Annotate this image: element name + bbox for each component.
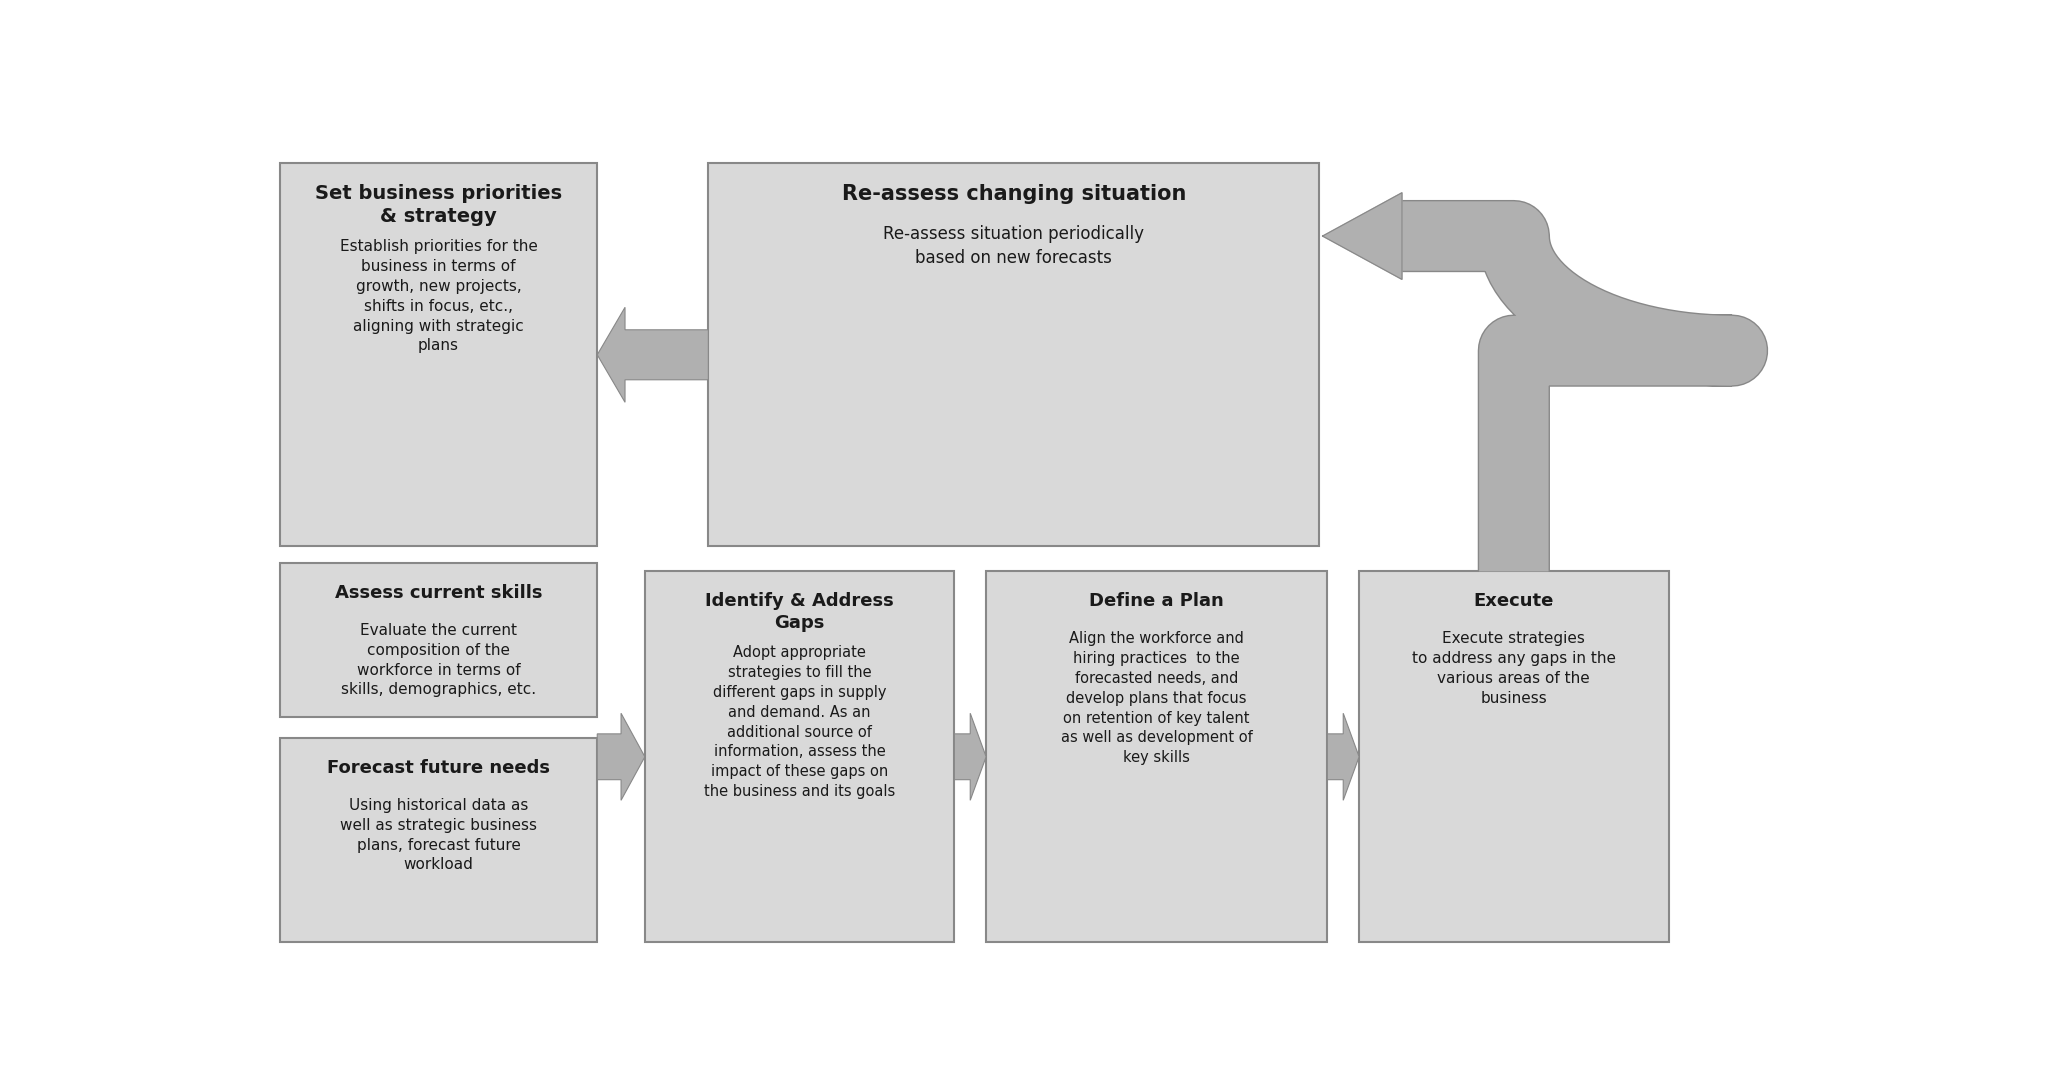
FancyArrow shape: [1327, 713, 1360, 801]
Text: Identify & Address
Gaps: Identify & Address Gaps: [705, 592, 895, 633]
Text: Forecast future needs: Forecast future needs: [328, 758, 551, 777]
FancyBboxPatch shape: [281, 163, 598, 546]
Text: Execute: Execute: [1475, 592, 1554, 610]
Text: Using historical data as
well as strategic business
plans, forecast future
workl: Using historical data as well as strateg…: [340, 797, 537, 872]
Text: Re-assess situation periodically
based on new forecasts: Re-assess situation periodically based o…: [883, 225, 1145, 267]
FancyBboxPatch shape: [987, 571, 1327, 942]
Text: Align the workforce and
hiring practices  to the
forecasted needs, and
develop p: Align the workforce and hiring practices…: [1061, 631, 1253, 765]
FancyBboxPatch shape: [281, 563, 598, 717]
Polygon shape: [1395, 214, 1409, 258]
FancyBboxPatch shape: [709, 163, 1319, 546]
FancyBboxPatch shape: [645, 571, 954, 942]
Text: Evaluate the current
composition of the
workforce in terms of
skills, demographi: Evaluate the current composition of the …: [340, 623, 537, 698]
FancyBboxPatch shape: [281, 738, 598, 942]
Text: Assess current skills: Assess current skills: [334, 584, 543, 602]
FancyArrow shape: [598, 713, 645, 801]
Text: Define a Plan: Define a Plan: [1090, 592, 1225, 610]
Text: Re-assess changing situation: Re-assess changing situation: [842, 184, 1186, 204]
Text: Adopt appropriate
strategies to fill the
different gaps in supply
and demand. As: Adopt appropriate strategies to fill the…: [705, 645, 895, 799]
Text: Execute strategies
to address any gaps in the
various areas of the
business: Execute strategies to address any gaps i…: [1411, 631, 1616, 705]
Polygon shape: [1323, 193, 1403, 279]
Text: Set business priorities
& strategy: Set business priorities & strategy: [315, 184, 561, 226]
FancyArrow shape: [598, 307, 709, 403]
FancyArrow shape: [954, 713, 987, 801]
FancyBboxPatch shape: [1360, 571, 1669, 942]
Text: Establish priorities for the
business in terms of
growth, new projects,
shifts i: Establish priorities for the business in…: [340, 239, 537, 354]
